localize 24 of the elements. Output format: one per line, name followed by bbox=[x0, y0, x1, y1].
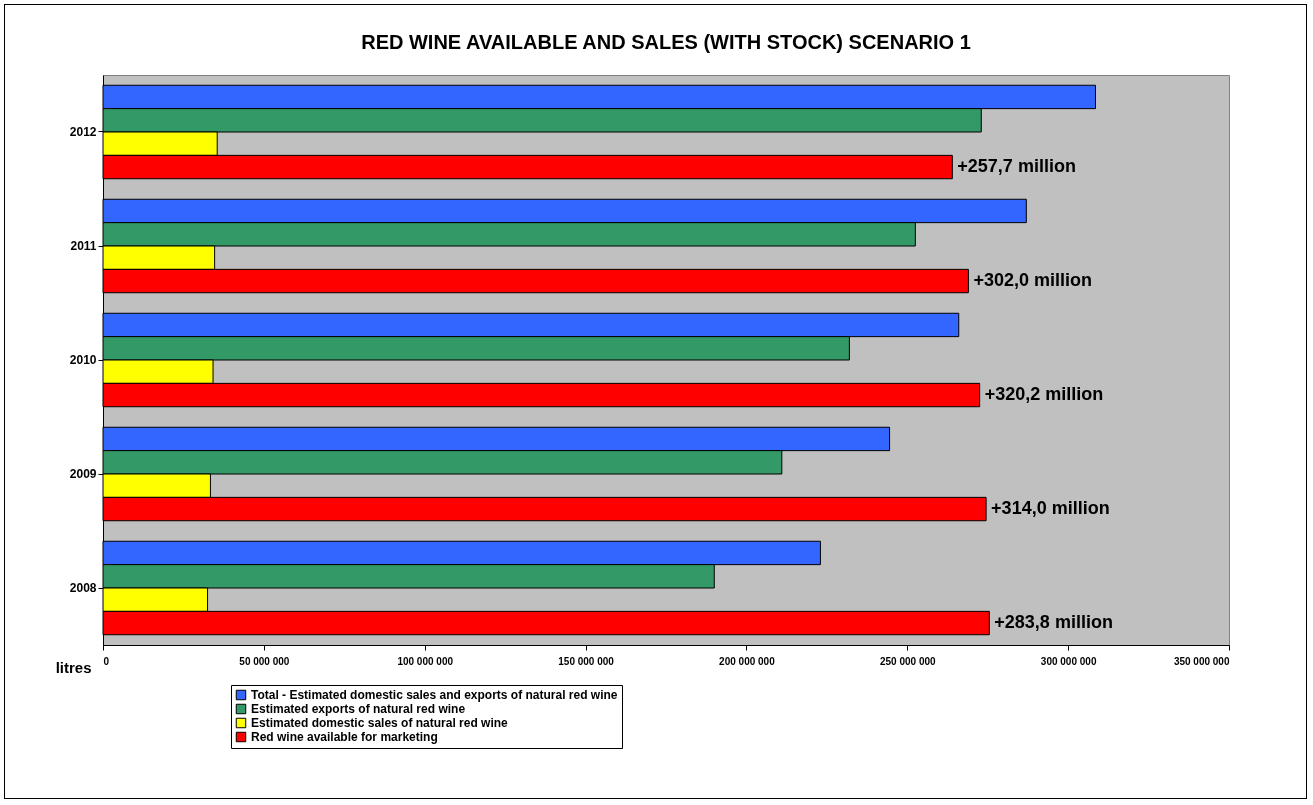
legend-label: Total - Estimated domestic sales and exports of natural red wine bbox=[251, 688, 618, 702]
x-axis-title: litres bbox=[55, 658, 92, 676]
annotation: +320,2 million bbox=[984, 384, 1104, 405]
y-tick-label: 2009 bbox=[69, 467, 97, 481]
x-tick-label: 250 000 000 bbox=[879, 655, 937, 667]
x-tick-label: 150 000 000 bbox=[558, 655, 615, 667]
chart-title: RED WINE AVAILABLE AND SALES (WITH STOCK) SCENARIO 1 bbox=[361, 31, 971, 53]
x-tick-label: 100 000 000 bbox=[397, 655, 454, 667]
annotation: +257,7 million bbox=[957, 156, 1076, 177]
annotation: +302,0 million bbox=[973, 270, 1092, 291]
x-tick-label: 0 bbox=[103, 655, 110, 667]
annotation: +283,8 million bbox=[994, 612, 1113, 633]
y-tick-label: 2010 bbox=[69, 353, 97, 367]
y-tick-label: 2012 bbox=[69, 125, 97, 139]
y-tick-label: 2011 bbox=[70, 239, 97, 253]
y-tick-label: 2008 bbox=[69, 581, 97, 595]
annotation: +314,0 million bbox=[991, 498, 1110, 519]
legend-label: Red wine available for marketing bbox=[251, 730, 438, 744]
x-tick-label: 350 000 000 bbox=[1173, 655, 1230, 667]
legend-label: Estimated exports of natural red wine bbox=[251, 702, 466, 716]
x-tick-label: 300 000 000 bbox=[1040, 655, 1097, 667]
x-tick-label: 200 000 000 bbox=[719, 655, 776, 667]
x-tick-label: 50 000 000 bbox=[239, 655, 290, 667]
legend-label: Estimated domestic sales of natural red wine bbox=[251, 716, 509, 730]
